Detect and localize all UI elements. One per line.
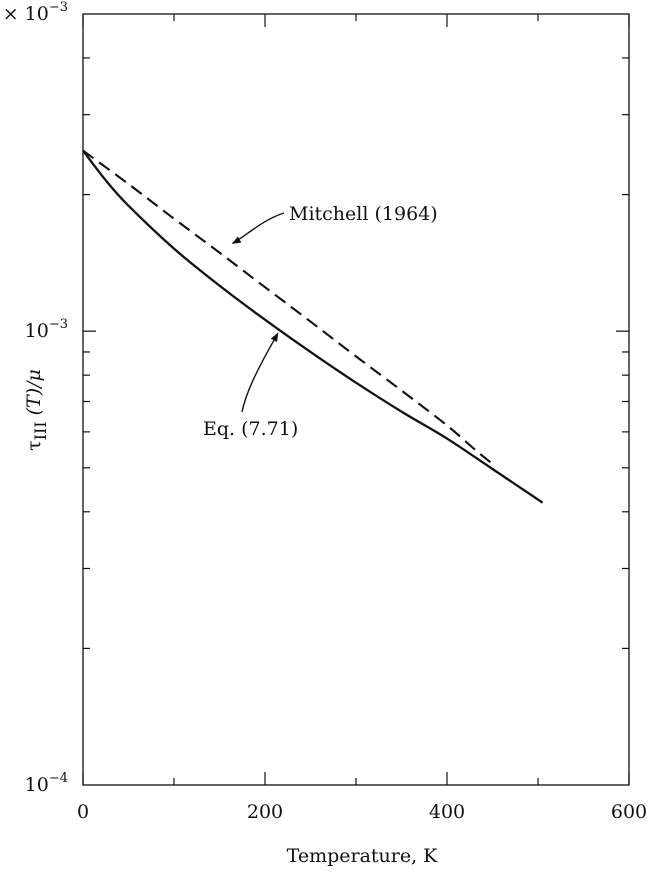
x-tick-label: 600	[611, 801, 647, 823]
y-axis-label-subscript: III	[31, 421, 50, 440]
y-axis-label-rest: (T)/μ	[23, 369, 45, 421]
plot-frame	[82, 13, 630, 786]
x-tick-labels: 0 200 400 600	[77, 801, 647, 823]
y-tick-label: 10−3	[25, 317, 68, 342]
x-tick-label: 0	[77, 801, 89, 823]
series-layer	[82, 149, 544, 504]
y-tick-label: 10−4	[25, 771, 68, 796]
annotation-arrow-mitchell	[231, 212, 285, 245]
annotation-eq: Eq. (7.71)	[203, 418, 298, 440]
y-axis-label: τIII (T)/μ	[23, 369, 50, 451]
series-line-solid	[82, 149, 544, 504]
y-tick-labels: 10−4 10−3 5 × 10−3	[0, 0, 68, 796]
annotations: Mitchell (1964) Eq. (7.71)	[203, 203, 438, 440]
x-axis-label: Temperature, K	[287, 845, 439, 867]
tick-marks	[82, 14, 630, 785]
y-tick-label: 5 × 10−3	[0, 0, 68, 25]
series-line-dashed	[82, 149, 494, 465]
y-axis-label-symbol: τ	[23, 440, 45, 451]
annotation-arrow-eq	[241, 332, 279, 413]
x-tick-label: 200	[247, 801, 283, 823]
x-tick-label: 400	[429, 801, 465, 823]
annotation-mitchell: Mitchell (1964)	[289, 203, 438, 225]
